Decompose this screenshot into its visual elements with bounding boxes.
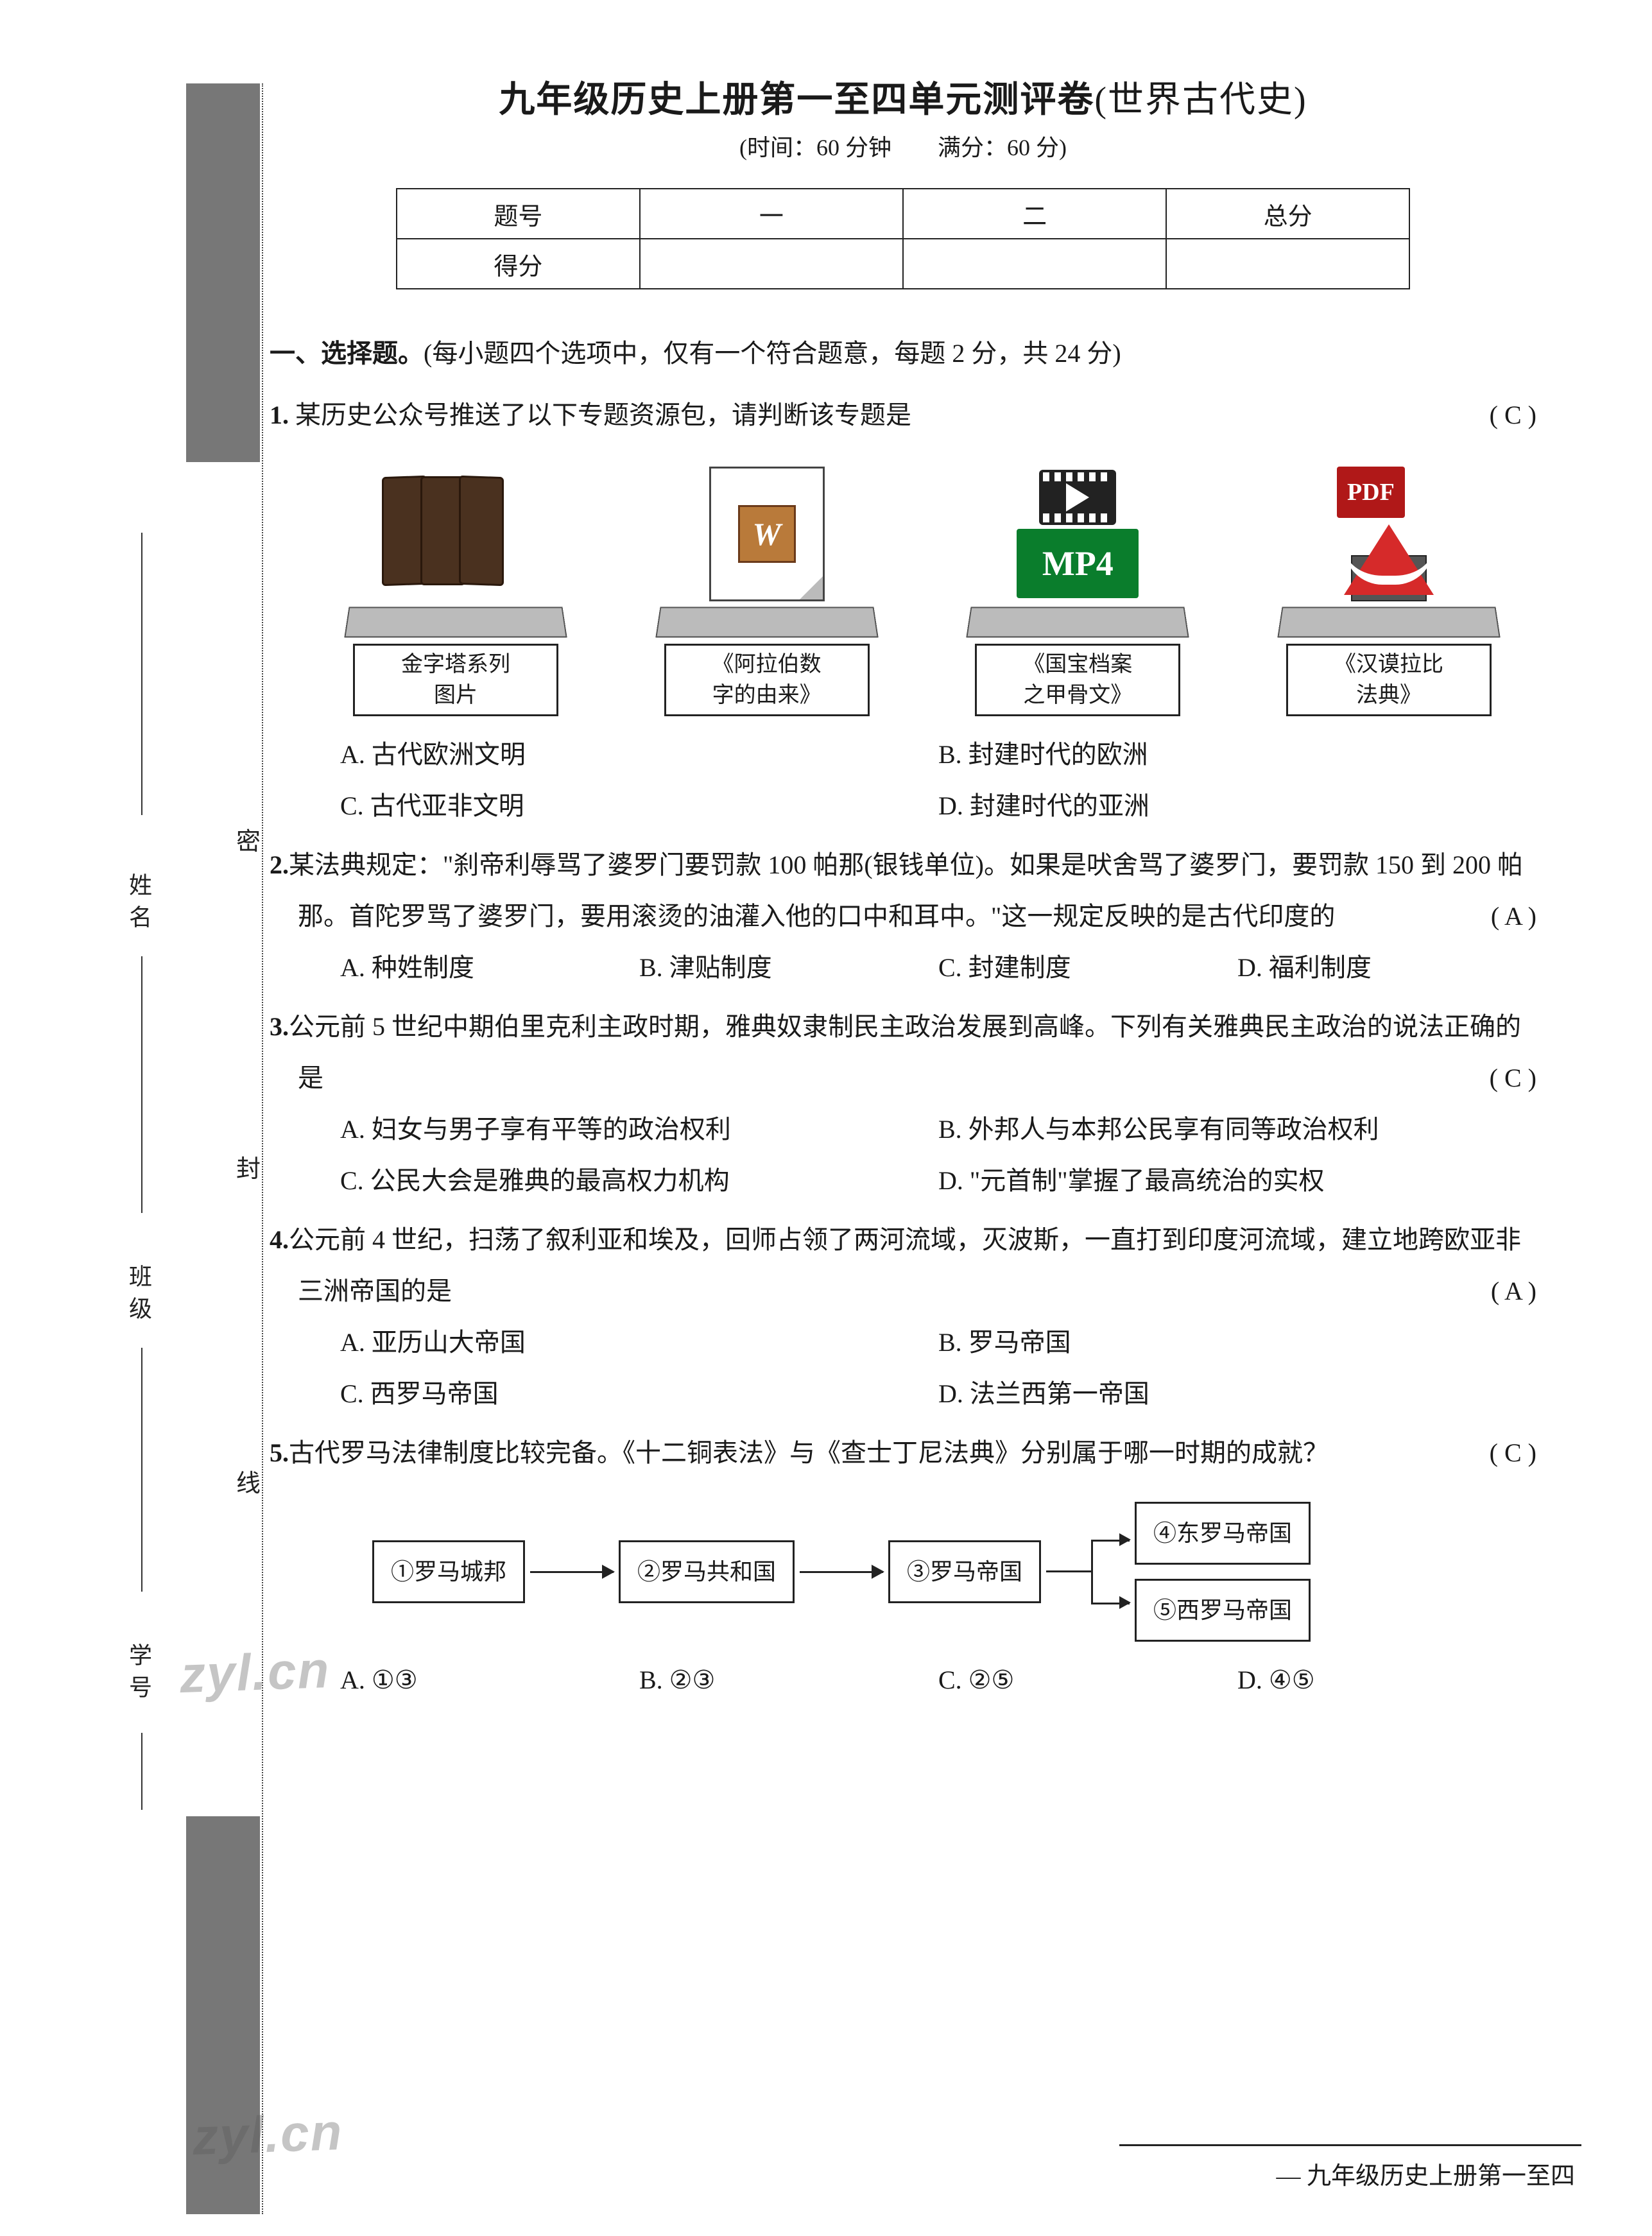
q4-opts-row1: A. 亚历山大帝国 B. 罗马帝国: [340, 1317, 1536, 1368]
footer-rule: [1119, 2144, 1581, 2146]
pdf-icon: PDF Adobe: [1321, 467, 1456, 601]
q3-opt-A: A. 妇女与男子享有平等的政治权利: [340, 1104, 938, 1155]
page-title: 九年级历史上册第一至四单元测评卷(世界古代史): [270, 71, 1536, 123]
q3-opts-row1: A. 妇女与男子享有平等的政治权利 B. 外邦人与本邦公民享有同等政治权利: [340, 1104, 1536, 1155]
q1-opt-D: D. 封建时代的亚洲: [938, 780, 1536, 832]
score-cell-1: [640, 239, 903, 289]
card-label-3: 《国宝档案之甲骨文》: [975, 644, 1180, 716]
score-th-0: 题号: [397, 189, 640, 239]
q2-num: 2.: [270, 850, 289, 879]
score-cell-total: [1166, 239, 1409, 289]
footer-label: 九年级历史上册第一至四: [1307, 2163, 1575, 2190]
q4-opt-C: C. 西罗马帝国: [340, 1368, 938, 1420]
card-pdf: PDF Adobe 《汉谟拉比法典》: [1273, 460, 1504, 716]
q1-stem: 某历史公众号推送了以下专题资源包，请判断该专题是: [295, 400, 911, 429]
flow-box-3: ③罗马帝国: [888, 1540, 1041, 1603]
section-1-heading: 一、选择题。(每小题四个选项中，仅有一个符合题意，每题 2 分，共 24 分): [270, 328, 1536, 379]
q3-opt-C: C. 公民大会是雅典的最高权力机构: [340, 1155, 938, 1207]
q1-opt-B: B. 封建时代的欧洲: [938, 729, 1536, 780]
q2-stem: 某法典规定："刹帝利辱骂了婆罗门要罚款 100 帕那(银钱单位)。如果是吠舍骂了…: [289, 850, 1523, 931]
q3-stem: 公元前 5 世纪中期伯里克利主政时期，雅典奴隶制民主政治发展到高峰。下列有关雅典…: [289, 1012, 1521, 1092]
question-5: ( C ) 5.古代罗马法律制度比较完备。《十二铜表法》与《查士丁尼法典》分别属…: [270, 1427, 1536, 1479]
q4-opt-B: B. 罗马帝国: [938, 1317, 1536, 1368]
q5-answer: ( C ): [1518, 1427, 1536, 1479]
q4-opt-D: D. 法兰西第一帝国: [938, 1368, 1536, 1420]
page-content: 九年级历史上册第一至四单元测评卷(世界古代史) (时间：60 分钟 满分：60 …: [0, 0, 1652, 1744]
q5-flowchart: ①罗马城邦 ②罗马共和国 ③罗马帝国 ④东罗马帝国 ⑤西罗马帝国: [372, 1502, 1536, 1642]
q3-num: 3.: [270, 1012, 289, 1041]
q2-opt-D: D. 福利制度: [1237, 942, 1536, 993]
q1-opts-row1: A. 古代欧洲文明 B. 封建时代的欧洲: [340, 729, 1536, 780]
section-label: 一、选择题。: [270, 339, 424, 368]
q3-opt-D: D. "元首制"掌握了最高统治的实权: [938, 1155, 1536, 1207]
q2-opt-C: C. 封建制度: [938, 942, 1237, 993]
q2-answer: ( A ): [1519, 891, 1536, 942]
score-table: 题号 一 二 总分 得分: [396, 188, 1410, 289]
score-row-label: 得分: [397, 239, 640, 289]
q1-opts-row2: C. 古代亚非文明 D. 封建时代的亚洲: [340, 780, 1536, 832]
plinth-icon: [967, 607, 1189, 638]
q4-num: 4.: [270, 1225, 289, 1254]
q4-opts-row2: C. 西罗马帝国 D. 法兰西第一帝国: [340, 1368, 1536, 1420]
q5-opt-B: B. ②③: [639, 1655, 938, 1706]
word-doc-icon: W: [709, 467, 825, 601]
q3-answer: ( C ): [1518, 1053, 1536, 1104]
q5-opts: A. ①③ B. ②③ C. ②⑤ D. ④⑤: [340, 1655, 1536, 1706]
q5-opt-D: D. ④⑤: [1237, 1655, 1536, 1706]
q5-num: 5.: [270, 1438, 289, 1467]
score-cell-2: [903, 239, 1166, 289]
score-th-3: 总分: [1166, 189, 1409, 239]
question-2: 2.某法典规定："刹帝利辱骂了婆罗门要罚款 100 帕那(银钱单位)。如果是吠舍…: [270, 839, 1536, 942]
questions-body: 一、选择题。(每小题四个选项中，仅有一个符合题意，每题 2 分，共 24 分) …: [270, 328, 1536, 1706]
title-main: 九年级历史上册第一至四单元测评卷: [499, 80, 1094, 120]
mp4-icon: MP4: [1010, 470, 1145, 598]
q4-stem: 公元前 4 世纪，扫荡了叙利亚和埃及，回师占领了两河流域，灭波斯，一直打到印度河…: [289, 1225, 1521, 1305]
pdf-tag: PDF: [1337, 467, 1405, 518]
card-books: 金字塔系列图片: [340, 460, 571, 716]
question-3: 3.公元前 5 世纪中期伯里克利主政时期，雅典奴隶制民主政治发展到高峰。下列有关…: [270, 1001, 1536, 1104]
footer-text: — 九年级历史上册第一至四: [1276, 2156, 1575, 2191]
flow-box-1: ①罗马城邦: [372, 1540, 525, 1603]
q1-num: 1.: [270, 400, 289, 429]
title-subtitle: (世界古代史): [1094, 80, 1307, 120]
branch-lines-icon: [1046, 1533, 1130, 1610]
arrow-icon: [800, 1571, 883, 1573]
flow-box-4: ④东罗马帝国: [1135, 1502, 1311, 1565]
q2-opts: A. 种姓制度 B. 津贴制度 C. 封建制度 D. 福利制度: [340, 942, 1536, 993]
q3-opts-row2: C. 公民大会是雅典的最高权力机构 D. "元首制"掌握了最高统治的实权: [340, 1155, 1536, 1207]
plinth-icon: [1277, 607, 1500, 638]
q1-opt-A: A. 古代欧洲文明: [340, 729, 938, 780]
card-doc: W 《阿拉伯数字的由来》: [651, 460, 882, 716]
card-mp4: MP4 《国宝档案之甲骨文》: [962, 460, 1193, 716]
card-label-4: 《汉谟拉比法典》: [1286, 644, 1492, 716]
flow-box-2: ②罗马共和国: [619, 1540, 795, 1603]
arrow-icon: [530, 1571, 614, 1573]
question-4: 4.公元前 4 世纪，扫荡了叙利亚和埃及，回师占领了两河流域，灭波斯，一直打到印…: [270, 1214, 1536, 1317]
flow-branch: ④东罗马帝国 ⑤西罗马帝国: [1041, 1502, 1311, 1642]
q1-answer: ( C ): [1518, 390, 1536, 441]
q2-opt-A: A. 种姓制度: [340, 942, 639, 993]
q1-resource-cards: 金字塔系列图片 W 《阿拉伯数字的由来》 MP4 《国宝档案之甲骨文》 PDF: [340, 460, 1504, 716]
q4-answer: ( A ): [1519, 1266, 1536, 1317]
plinth-icon: [344, 607, 567, 638]
q5-opt-C: C. ②⑤: [938, 1655, 1237, 1706]
flow-box-5: ⑤西罗马帝国: [1135, 1579, 1311, 1642]
q3-opt-B: B. 外邦人与本邦公民享有同等政治权利: [938, 1104, 1536, 1155]
plinth-icon: [655, 607, 878, 638]
q5-stem: 古代罗马法律制度比较完备。《十二铜表法》与《查士丁尼法典》分别属于哪一时期的成就…: [289, 1438, 1329, 1467]
q4-opt-A: A. 亚历山大帝国: [340, 1317, 938, 1368]
score-th-2: 二: [903, 189, 1166, 239]
watermark-2: zyl.cn: [191, 2103, 343, 2167]
card-label-1: 金字塔系列图片: [353, 644, 558, 716]
q1-opt-C: C. 古代亚非文明: [340, 780, 938, 832]
time-score-line: (时间：60 分钟 满分：60 分): [270, 129, 1536, 162]
card-label-2: 《阿拉伯数字的由来》: [664, 644, 870, 716]
q2-opt-B: B. 津贴制度: [639, 942, 938, 993]
q5-opt-A: A. ①③: [340, 1655, 639, 1706]
mp4-label: MP4: [1017, 529, 1139, 598]
question-1: ( C ) 1. 某历史公众号推送了以下专题资源包，请判断该专题是: [298, 390, 1536, 441]
books-icon: [382, 476, 529, 592]
score-th-1: 一: [640, 189, 903, 239]
section-note: (每小题四个选项中，仅有一个符合题意，每题 2 分，共 24 分): [424, 339, 1121, 368]
